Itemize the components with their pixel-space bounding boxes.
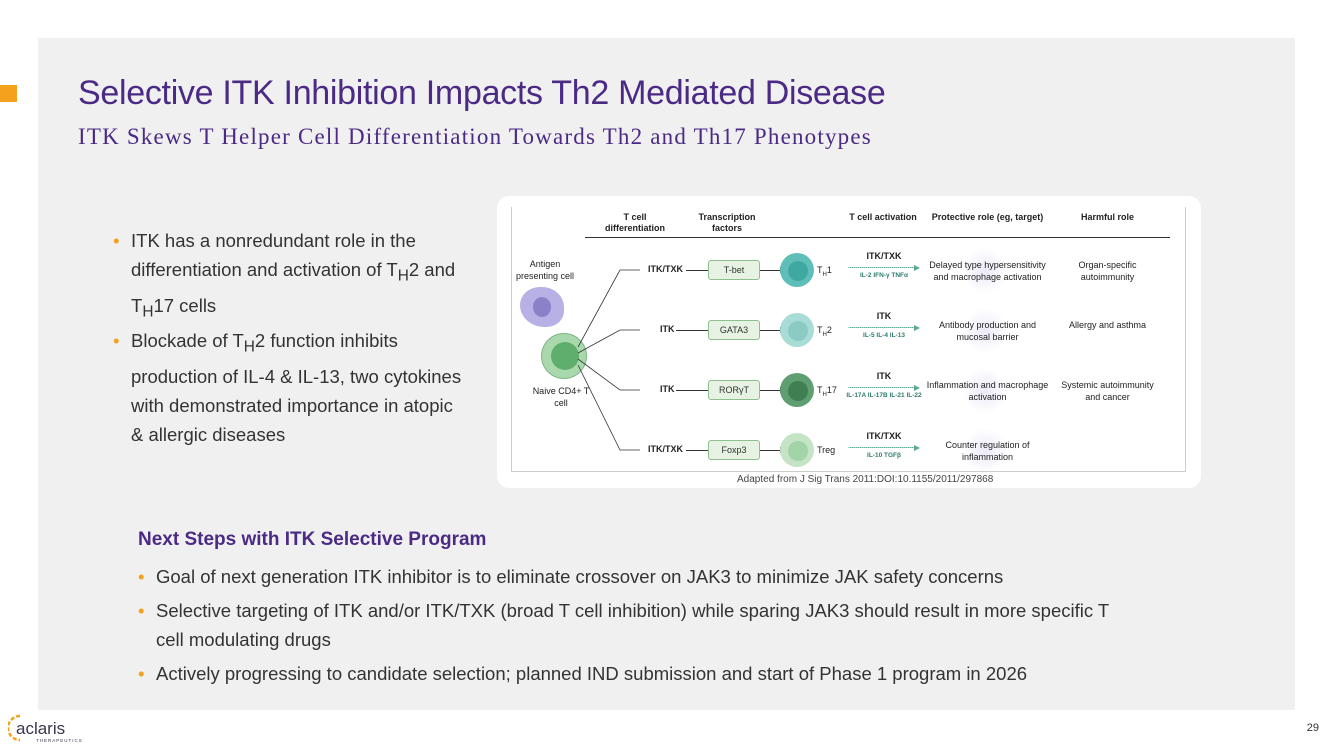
- page-subtitle: ITK Skews T Helper Cell Differentiation …: [78, 124, 872, 149]
- protective-role: Delayed type hypersensitivity and macrop…: [929, 260, 1046, 282]
- cytokines-label: IL-17A IL-17B IL-21 IL-22: [846, 392, 922, 399]
- kinase-label: ITK/TXK: [648, 444, 683, 454]
- svg-text:THERAPEUTICS: THERAPEUTICS: [36, 738, 83, 743]
- bullet: Blockade of TH2 function inhibits produc…: [113, 326, 463, 449]
- connector: [686, 270, 708, 271]
- t-cell-nucleus-icon: [788, 381, 808, 401]
- branch-line: [577, 269, 640, 348]
- page-number: 29: [1306, 722, 1319, 734]
- activation-arrow: [848, 265, 920, 271]
- accent-square: [0, 85, 17, 102]
- column-header: Protective role (eg, target): [931, 212, 1044, 222]
- bullet: Goal of next generation ITK inhibitor is…: [138, 562, 1138, 591]
- bullet: Actively progressing to candidate select…: [138, 659, 1138, 688]
- kinase-label: ITK/TXK: [648, 264, 683, 274]
- naive-t-cell-nucleus-icon: [551, 342, 579, 370]
- transcription-factor-box: RORγT: [708, 380, 760, 400]
- apc-label: Antigen presenting cell: [515, 259, 575, 281]
- branch-line: [577, 329, 640, 354]
- harmful-role: Systemic autoimmunity and cancer: [1061, 380, 1154, 402]
- harmful-role: Organ-specific autoimmunity: [1078, 260, 1137, 282]
- role-target-icon: [962, 428, 1008, 474]
- apc-nucleus-icon: [533, 297, 551, 317]
- t-cell-nucleus-icon: [788, 261, 808, 281]
- protective-role: Counter regulation of inflammation: [945, 440, 1030, 462]
- branch-line: [577, 364, 640, 451]
- activation-kinase-label: ITK/TXK: [866, 431, 902, 441]
- activation-kinase-label: ITK/TXK: [866, 251, 902, 261]
- bullet: ITK has a nonredundant role in the diffe…: [113, 226, 463, 326]
- protective-role: Antibody production and mucosal barrier: [938, 320, 1037, 342]
- source-caption: Adapted from J Sig Trans 2011:DOI:10.115…: [737, 474, 994, 485]
- t-cell-nucleus-icon: [788, 441, 808, 461]
- doi-link[interactable]: 10.1155/2011/297868: [897, 474, 994, 485]
- aclaris-logo: aclaris THERAPEUTICS: [6, 712, 88, 749]
- transcription-factor-box: Foxp3: [708, 440, 760, 460]
- kinase-label: ITK: [660, 324, 675, 334]
- t-cell-nucleus-icon: [788, 321, 808, 341]
- bullet: Selective targeting of ITK and/or ITK/TX…: [138, 596, 1138, 654]
- branch-line: [577, 358, 640, 391]
- activation-arrow: [848, 385, 920, 391]
- protective-role: Inflammation and macrophage activation: [926, 380, 1049, 402]
- next-steps-heading: Next Steps with ITK Selective Program: [138, 529, 487, 550]
- diagram-frame: [511, 207, 1186, 472]
- activation-arrow: [848, 445, 920, 451]
- cell-type-label: TH2: [817, 325, 832, 338]
- connector: [676, 390, 708, 391]
- header-rule: [585, 237, 1170, 238]
- cell-type-label: Treg: [817, 445, 836, 455]
- column-header: T cell activation: [849, 212, 917, 222]
- role-target-icon: [962, 248, 1008, 294]
- next-steps-list: Goal of next generation ITK inhibitor is…: [138, 562, 1138, 693]
- cell-type-label: TH1: [817, 265, 832, 278]
- transcription-factor-box: GATA3: [708, 320, 760, 340]
- cytokines-label: IL-5 IL-4 IL-13: [863, 332, 905, 339]
- cell-type-label: TH17: [817, 385, 837, 398]
- column-header: T cell differentiation: [605, 212, 665, 233]
- column-header: Harmful role: [1080, 212, 1134, 222]
- activation-kinase-label: ITK: [876, 311, 892, 321]
- connector: [686, 450, 708, 451]
- naive-cell-label: Naive CD4+ T cell: [532, 386, 590, 408]
- activation-kinase-label: ITK: [876, 371, 892, 381]
- role-target-icon: [962, 308, 1008, 354]
- key-points: ITK has a nonredundant role in the diffe…: [113, 226, 463, 449]
- cytokines-label: IL-2 IFN-γ TNFα: [859, 272, 909, 279]
- role-target-icon: [962, 368, 1008, 414]
- page-title: Selective ITK Inhibition Impacts Th2 Med…: [78, 74, 886, 112]
- cytokines-label: IL-10 TGFβ: [867, 452, 901, 459]
- activation-arrow: [848, 325, 920, 331]
- kinase-label: ITK: [660, 384, 675, 394]
- svg-text:aclaris: aclaris: [16, 719, 65, 738]
- column-header: Transcription factors: [698, 212, 756, 233]
- harmful-role: Allergy and asthma: [1068, 320, 1147, 330]
- connector: [676, 330, 708, 331]
- transcription-factor-box: T-bet: [708, 260, 760, 280]
